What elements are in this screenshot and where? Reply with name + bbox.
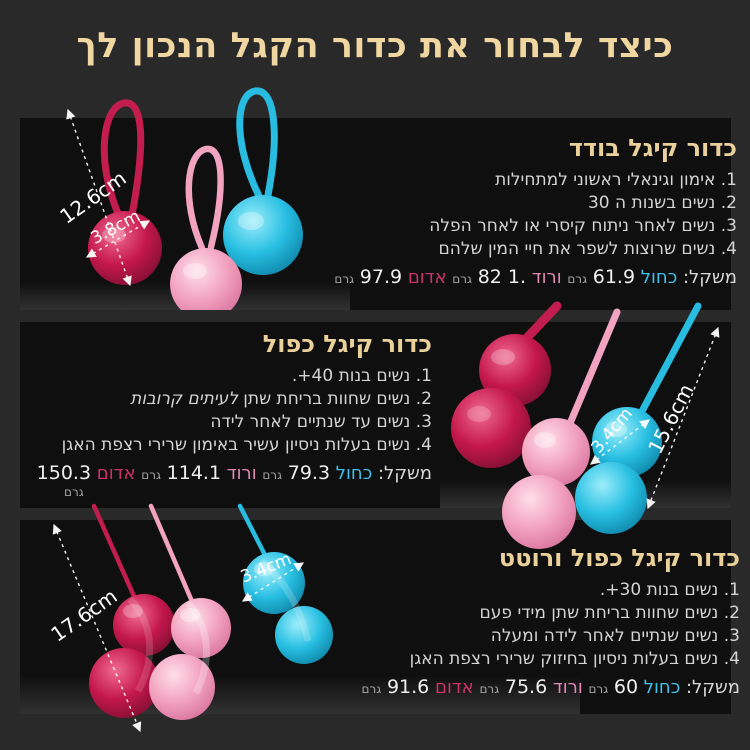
gram-unit: גרם: [567, 272, 588, 286]
list-item: 3. נשים לאחר ניתוח קיסרי או לאחר הפלה: [367, 215, 737, 238]
weight-line: משקל: כחול 61.9 גרם ורוד 82 1. גרם אדום …: [334, 266, 737, 288]
weight-label: משקל:: [685, 677, 740, 698]
section-heading: כדור קיגל בודד: [568, 134, 737, 162]
kegel-ball-pink: [170, 145, 242, 310]
weight-value-red: 150.3: [36, 462, 92, 484]
weight-value-red: 97.9: [359, 266, 403, 288]
vibrating-kegel-blue: [237, 503, 333, 664]
color-word-red: אדום: [435, 677, 474, 698]
vibrating-kegel-pink: [148, 503, 231, 720]
kegel-ball-blue: [223, 87, 303, 275]
product-illustration-vibrating-kegel: 17.6cm 3.4cm: [46, 503, 333, 733]
section-vibrating-kegel: כדור קיגל כפול ורוטט 1. נשים בנות 30+. 2…: [340, 544, 740, 698]
gram-unit: גרם: [452, 272, 472, 286]
color-word-blue: כחול: [640, 267, 678, 288]
gram-unit: גרם: [361, 682, 382, 696]
weight-line: משקל: כחול 60 גרם ורוד 75.6 גרם אדום 91.…: [340, 676, 740, 698]
list-item: 1. נשים בנות 40+.: [22, 365, 432, 388]
weight-value-blue: 60: [613, 676, 639, 698]
list-item-text: 2. נשים שחוות בריחת שתן מידי פעם: [479, 603, 741, 623]
list-item-text: 3. נשים עד שנתיים לאחר לידה: [210, 412, 432, 432]
measurement-label-length: 17.6cm: [46, 584, 121, 647]
measurement-arrow-diameter: [241, 562, 305, 602]
weight-label: משקל:: [377, 463, 432, 484]
list-item-text: 4. נשים בעלות ניסיון עשיר באימון שרירי ר…: [61, 435, 432, 455]
list-item: 3. נשים שנתיים לאחר לידה ומעלה: [340, 625, 740, 648]
weight-line: משקל: כחול 79.3 גרם ורוד 114.1 גרם אדום …: [22, 462, 432, 499]
color-word-pink: ורוד: [226, 463, 257, 484]
weight-value-pink: 75.6: [504, 676, 548, 698]
section-double-kegel: כדור קיגל כפול 1. נשים בנות 40+. 2. נשים…: [22, 330, 432, 499]
list-item-text: 3. נשים לאחר ניתוח קיסרי או לאחר הפלה: [429, 216, 737, 236]
page-title: כיצד לבחור את כדור הקגל הנכון לך: [76, 26, 674, 66]
list-item: 2. נשים בשנות ה 30: [367, 192, 737, 215]
list-item: 1. אימון וגינאלי ראשוני למתחילות: [367, 169, 737, 192]
color-word-blue: כחול: [335, 463, 373, 484]
double-kegel-red: [451, 301, 562, 468]
color-word-red: אדום: [407, 267, 447, 288]
weight-value-blue: 79.3: [287, 462, 331, 484]
list-item-text: 4. נשים בעלות ניסיון בחיזוק שרירי רצפת ה…: [409, 649, 740, 669]
color-word-red: אדום: [96, 463, 136, 484]
measurement-arrow-diameter: [85, 220, 151, 258]
color-word-blue: כחול: [643, 677, 681, 698]
list-item: 4. נשים בעלות ניסיון בחיזוק שרירי רצפת ה…: [340, 648, 740, 671]
product-illustration-double-kegel: 15.6cm 3.4cm: [451, 301, 720, 549]
gram-unit: גרם: [141, 468, 161, 482]
list-item: 4. נשים בעלות ניסיון עשיר באימון שרירי ר…: [22, 434, 432, 457]
product-illustration-single-kegel: 12.6cm 3.8cm: [55, 87, 303, 310]
weight-value-pink: 82 1.: [477, 266, 527, 288]
color-word-pink: ורוד: [552, 677, 583, 698]
weight-value-pink: 114.1: [166, 462, 222, 484]
gram-unit: גרם: [479, 682, 500, 696]
section-single-kegel: כדור קיגל בודד 1. אימון וגינאלי ראשוני ל…: [334, 134, 738, 288]
gram-unit-wrapped: גרם: [64, 485, 84, 499]
list-item: 1. נשים בנות 30+.: [340, 579, 740, 602]
gram-unit: גרם: [334, 272, 355, 286]
section-heading: כדור קיגל כפול ורוטט: [498, 544, 740, 572]
gram-unit: גרם: [588, 682, 609, 696]
list-item-text: 1. אימון וגינאלי ראשוני למתחילות: [495, 170, 737, 190]
double-kegel-pink: [502, 308, 621, 549]
list-item: 2. נשים שחוות בריחת שתן מידי פעם: [340, 602, 741, 625]
weight-label: משקל:: [682, 267, 737, 288]
list-item-text: 2. נשים שחוות בריחת שתן: [237, 389, 432, 409]
weight-value-blue: 61.9: [592, 266, 636, 288]
measurement-arrow-diameter: [590, 419, 650, 465]
list-item: 4. נשים שרוצות לשפר את חיי המין שלהם: [367, 238, 738, 261]
list-item: 3. נשים עד שנתיים לאחר לידה: [22, 411, 432, 434]
list-item-text: 4. נשים שרוצות לשפר את חיי המין שלהם: [438, 239, 738, 259]
gram-unit: גרם: [262, 468, 283, 482]
list-item-text: 2. נשים בשנות ה 30: [587, 193, 737, 213]
measurement-arrow-length: [52, 523, 142, 733]
list-item-text: 1. נשים בנות 30+.: [599, 580, 740, 600]
color-word-pink: ורוד: [531, 267, 562, 288]
list-item-italic: לעיתים קרובות: [130, 389, 238, 409]
weight-value-red: 91.6: [386, 676, 430, 698]
list-item-text: 1. נשים בנות 40+.: [291, 366, 432, 386]
list-item: 2. נשים שחוות בריחת שתן לעיתים קרובות: [22, 388, 432, 411]
list-item-text: 3. נשים שנתיים לאחר לידה ומעלה: [490, 626, 740, 646]
section-heading: כדור קיגל כפול: [262, 330, 432, 358]
